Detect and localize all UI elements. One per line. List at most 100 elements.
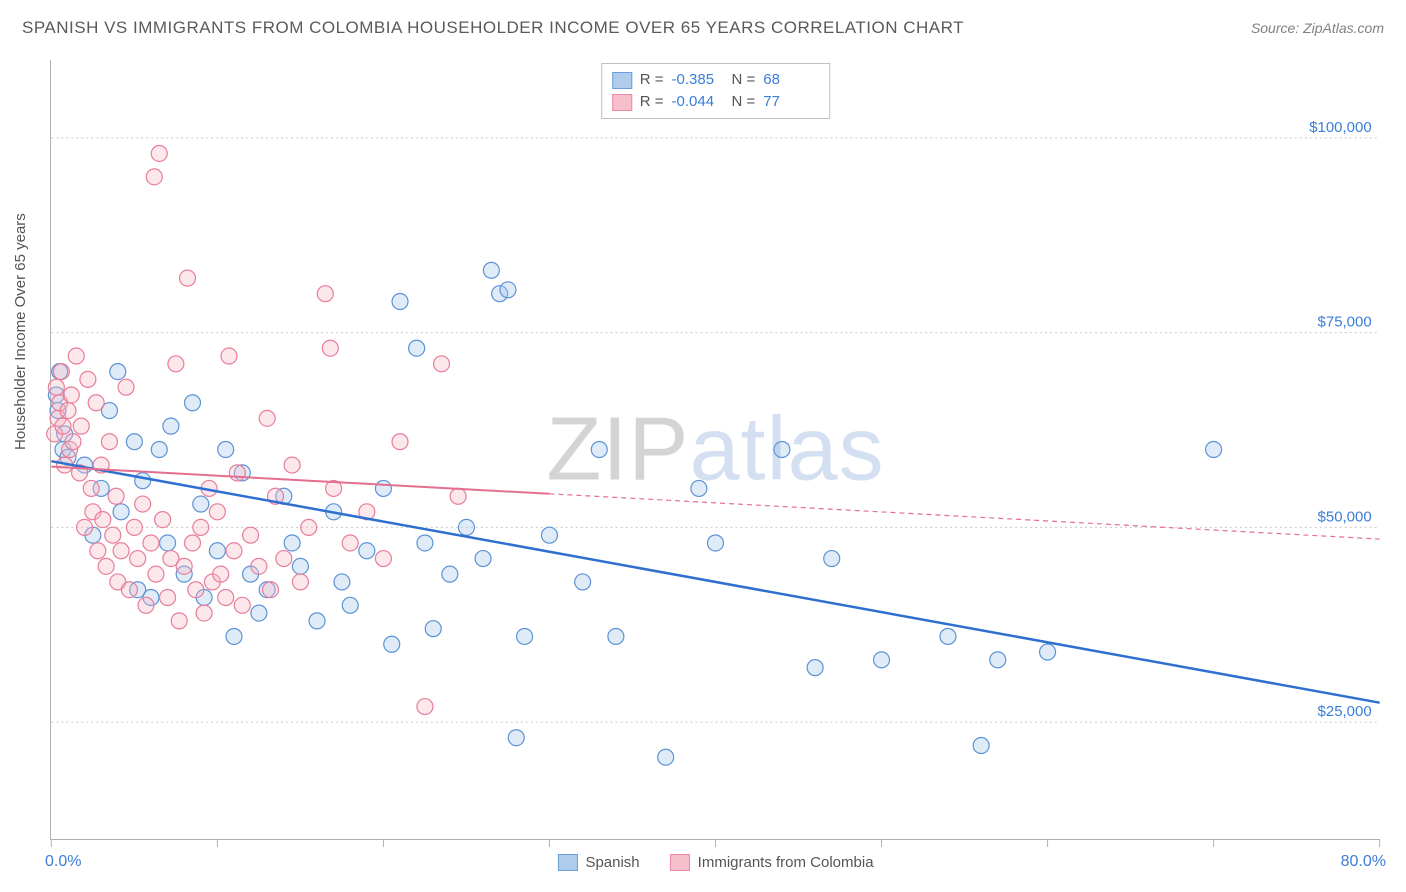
data-point bbox=[95, 512, 111, 528]
data-point bbox=[591, 442, 607, 458]
legend-label: Immigrants from Colombia bbox=[698, 854, 874, 871]
data-point bbox=[940, 628, 956, 644]
data-point bbox=[63, 387, 79, 403]
data-point bbox=[608, 628, 624, 644]
data-point bbox=[541, 527, 557, 543]
data-point bbox=[226, 543, 242, 559]
data-point bbox=[188, 582, 204, 598]
data-point bbox=[77, 519, 93, 535]
plot-area: $25,000$50,000$75,000$100,000 ZIPatlas R… bbox=[50, 60, 1380, 840]
data-point bbox=[213, 566, 229, 582]
data-point bbox=[334, 574, 350, 590]
data-point bbox=[1206, 442, 1222, 458]
data-point bbox=[292, 574, 308, 590]
data-point bbox=[184, 535, 200, 551]
data-point bbox=[221, 348, 237, 364]
source-attribution: Source: ZipAtlas.com bbox=[1251, 20, 1384, 36]
n-value: 68 bbox=[763, 69, 815, 91]
data-point bbox=[101, 434, 117, 450]
data-point bbox=[160, 535, 176, 551]
data-point bbox=[135, 473, 151, 489]
data-point bbox=[90, 543, 106, 559]
data-point bbox=[375, 551, 391, 567]
legend-item: Immigrants from Colombia bbox=[670, 854, 874, 871]
data-point bbox=[243, 527, 259, 543]
data-point bbox=[60, 403, 76, 419]
data-point bbox=[218, 590, 234, 606]
data-point bbox=[176, 558, 192, 574]
data-point bbox=[196, 605, 212, 621]
data-point bbox=[417, 699, 433, 715]
data-point bbox=[126, 519, 142, 535]
data-point bbox=[691, 480, 707, 496]
data-point bbox=[263, 582, 279, 598]
data-point bbox=[218, 442, 234, 458]
data-point bbox=[143, 535, 159, 551]
data-point bbox=[155, 512, 171, 528]
trend-line bbox=[51, 467, 549, 494]
data-point bbox=[193, 519, 209, 535]
data-point bbox=[450, 488, 466, 504]
data-point bbox=[658, 749, 674, 765]
data-point bbox=[483, 262, 499, 278]
data-point bbox=[342, 597, 358, 613]
data-point bbox=[110, 364, 126, 380]
data-point bbox=[824, 551, 840, 567]
n-label: N = bbox=[732, 69, 756, 91]
data-point bbox=[807, 660, 823, 676]
data-point bbox=[322, 340, 338, 356]
data-point bbox=[146, 169, 162, 185]
data-point bbox=[973, 738, 989, 754]
stats-box: R =-0.385N =68R =-0.044N =77 bbox=[601, 63, 831, 119]
data-point bbox=[458, 519, 474, 535]
data-point bbox=[80, 371, 96, 387]
data-point bbox=[209, 504, 225, 520]
data-point bbox=[138, 597, 154, 613]
data-point bbox=[68, 348, 84, 364]
data-point bbox=[108, 488, 124, 504]
data-point bbox=[180, 270, 196, 286]
data-point bbox=[151, 145, 167, 161]
data-point bbox=[500, 282, 516, 298]
legend-swatch bbox=[670, 854, 690, 871]
data-point bbox=[55, 418, 71, 434]
y-tick-label: $100,000 bbox=[1309, 119, 1371, 136]
data-point bbox=[384, 636, 400, 652]
data-point bbox=[98, 558, 114, 574]
x-min-label: 0.0% bbox=[45, 853, 81, 871]
data-point bbox=[301, 519, 317, 535]
y-axis-title: Householder Income Over 65 years bbox=[12, 213, 29, 450]
data-point bbox=[359, 543, 375, 559]
legend-swatch bbox=[557, 854, 577, 871]
data-point bbox=[105, 527, 121, 543]
stats-row: R =-0.044N =77 bbox=[612, 91, 816, 113]
y-tick-label: $25,000 bbox=[1318, 703, 1372, 720]
legend-swatch bbox=[612, 72, 632, 89]
data-point bbox=[392, 434, 408, 450]
data-point bbox=[113, 543, 129, 559]
data-point bbox=[508, 730, 524, 746]
data-point bbox=[434, 356, 450, 372]
data-point bbox=[113, 504, 129, 520]
y-tick-label: $50,000 bbox=[1318, 508, 1372, 525]
data-point bbox=[135, 496, 151, 512]
data-point bbox=[126, 434, 142, 450]
n-value: 77 bbox=[763, 91, 815, 113]
data-point bbox=[148, 566, 164, 582]
n-label: N = bbox=[732, 91, 756, 113]
data-point bbox=[121, 582, 137, 598]
data-point bbox=[276, 551, 292, 567]
data-point bbox=[118, 379, 134, 395]
data-point bbox=[151, 442, 167, 458]
r-value: -0.044 bbox=[672, 91, 724, 113]
data-point bbox=[309, 613, 325, 629]
data-point bbox=[234, 597, 250, 613]
data-point bbox=[209, 543, 225, 559]
data-point bbox=[171, 613, 187, 629]
data-point bbox=[708, 535, 724, 551]
data-point bbox=[1040, 644, 1056, 660]
trend-line-dashed bbox=[549, 494, 1379, 539]
data-point bbox=[168, 356, 184, 372]
data-point bbox=[392, 294, 408, 310]
data-point bbox=[259, 410, 275, 426]
